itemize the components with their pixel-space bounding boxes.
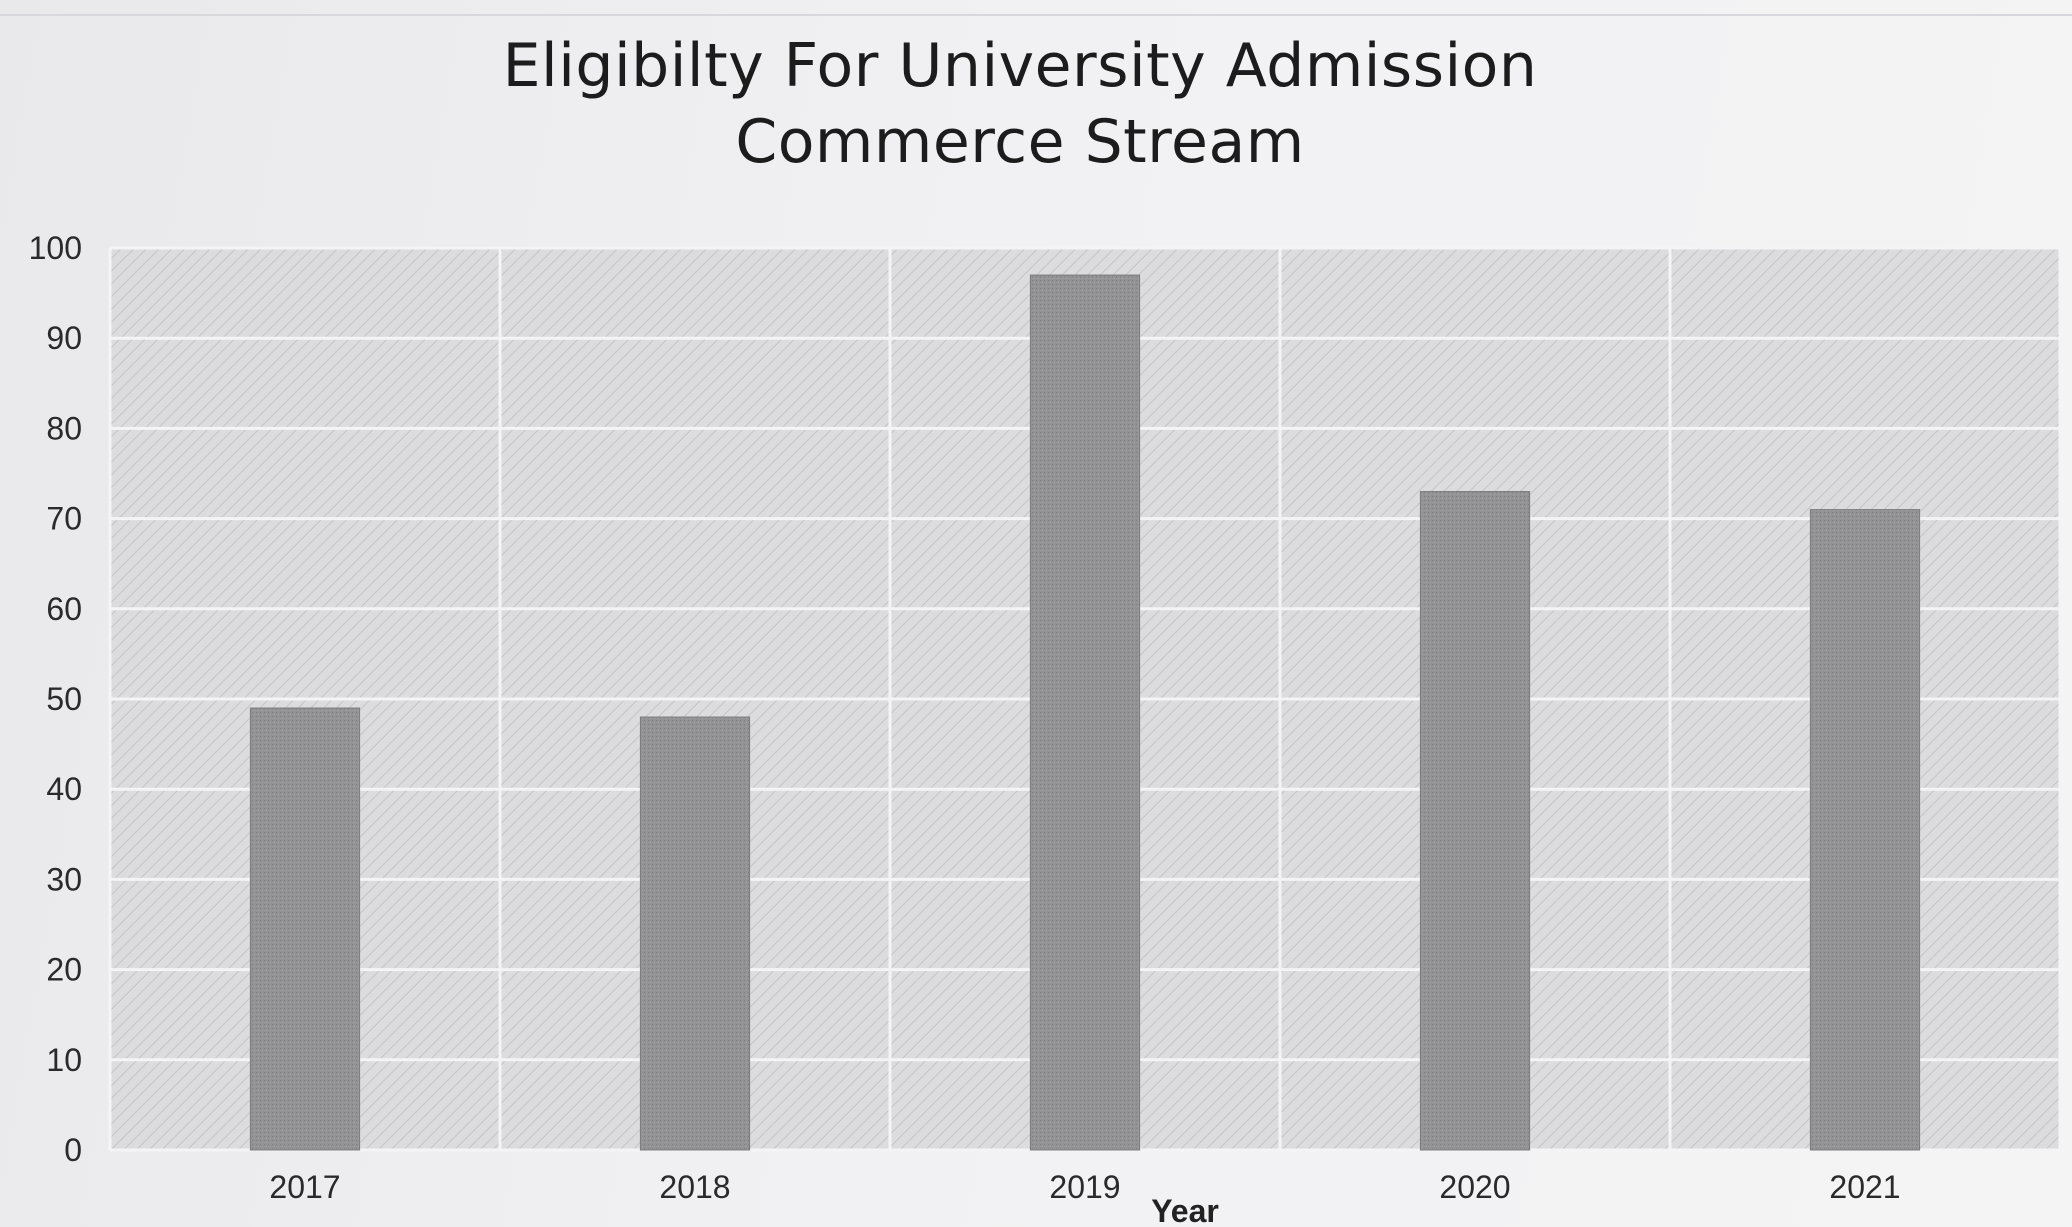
x-tick-label: 2019	[1049, 1169, 1120, 1205]
y-tick-label: 10	[46, 1042, 82, 1078]
bar-2017	[249, 707, 361, 1151]
y-tick-label: 0	[64, 1132, 82, 1168]
y-tick-label: 20	[46, 952, 82, 988]
y-tick-label: 80	[46, 410, 82, 446]
chart-title-block: Eligibilty For University Admission Comm…	[420, 28, 1620, 180]
x-tick-label: 2020	[1439, 1169, 1510, 1205]
y-tick-label: 50	[46, 681, 82, 717]
bar-2021	[1809, 509, 1921, 1151]
chart-subtitle: Commerce Stream	[735, 107, 1305, 177]
chart-title: Eligibilty For University Admission	[502, 31, 1538, 101]
page-top-rule	[0, 14, 2072, 16]
y-tick-label: 40	[46, 771, 82, 807]
x-tick-label: 2017	[269, 1169, 340, 1205]
y-tick-label: 70	[46, 501, 82, 537]
bar-2020	[1419, 491, 1531, 1151]
x-tick-label: 2018	[659, 1169, 730, 1205]
bar-2019	[1029, 274, 1141, 1151]
y-tick-label: 60	[46, 591, 82, 627]
x-tick-label: 2021	[1829, 1169, 1900, 1205]
x-axis-title: Year	[1151, 1193, 1219, 1227]
y-tick-label: 30	[46, 861, 82, 897]
bar-2018	[639, 716, 751, 1151]
y-tick-label: 90	[46, 320, 82, 356]
y-tick-label: 100	[29, 230, 82, 266]
